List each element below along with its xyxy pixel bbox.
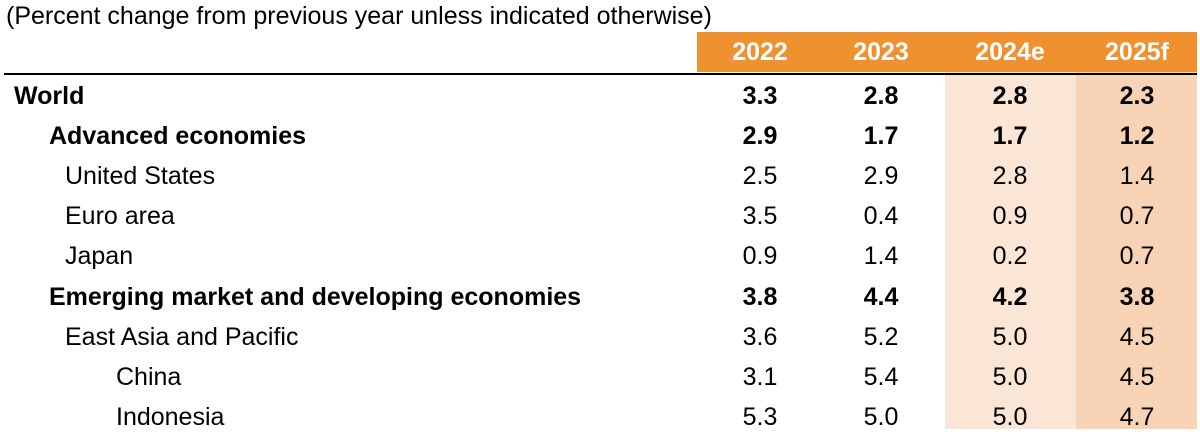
table-row: China 3.1 5.4 5.0 4.5 <box>0 357 1200 397</box>
cell-2022: 3.3 <box>742 82 778 110</box>
header-rule <box>4 73 1197 75</box>
row-label: Japan <box>65 242 134 270</box>
column-header-2024e: 2024e <box>975 38 1045 66</box>
row-label: East Asia and Pacific <box>65 323 299 351</box>
cell-2023: 4.4 <box>863 283 899 311</box>
cell-2022: 3.6 <box>742 323 778 351</box>
cell-2025f: 1.4 <box>1119 162 1155 190</box>
cell-2025f: 0.7 <box>1119 242 1155 270</box>
row-label: Emerging market and developing economies <box>49 283 582 311</box>
cell-2024e: 0.9 <box>992 202 1028 230</box>
table-row: United States 2.5 2.9 2.8 1.4 <box>0 156 1200 196</box>
cell-2022: 2.9 <box>742 122 778 150</box>
cell-2022: 5.3 <box>742 403 778 431</box>
row-label: Euro area <box>65 202 175 230</box>
shaded-column-2025f <box>1076 32 1197 429</box>
cell-2024e: 5.0 <box>992 323 1028 351</box>
cell-2025f: 2.3 <box>1119 82 1155 110</box>
cell-2022: 3.5 <box>742 202 778 230</box>
cell-2025f: 1.2 <box>1119 122 1155 150</box>
table-row: Japan 0.9 1.4 0.2 0.7 <box>0 236 1200 276</box>
cell-2023: 1.7 <box>863 122 899 150</box>
row-label: Indonesia <box>116 403 225 431</box>
table-row: East Asia and Pacific 3.6 5.2 5.0 4.5 <box>0 317 1200 357</box>
cell-2023: 5.4 <box>863 363 899 391</box>
cell-2024e: 5.0 <box>992 363 1028 391</box>
cell-2025f: 4.5 <box>1119 363 1155 391</box>
table-caption: (Percent change from previous year unles… <box>6 2 712 30</box>
cell-2022: 3.1 <box>742 363 778 391</box>
cell-2023: 5.0 <box>863 403 899 431</box>
cell-2024e: 4.2 <box>992 283 1028 311</box>
cell-2022: 2.5 <box>742 162 778 190</box>
column-header-2023: 2023 <box>853 38 909 66</box>
table-row: Euro area 3.5 0.4 0.9 0.7 <box>0 196 1200 236</box>
cell-2023: 1.4 <box>863 242 899 270</box>
shaded-column-2024e <box>945 32 1076 429</box>
table-header-bar <box>697 32 1197 72</box>
cell-2023: 5.2 <box>863 323 899 351</box>
column-header-2022: 2022 <box>732 38 788 66</box>
cell-2024e: 2.8 <box>992 162 1028 190</box>
cell-2022: 3.8 <box>742 283 778 311</box>
cell-2023: 2.8 <box>863 82 899 110</box>
row-label: Advanced economies <box>49 122 307 150</box>
cell-2025f: 0.7 <box>1119 202 1155 230</box>
table-row: World 3.3 2.8 2.8 2.3 <box>0 76 1200 116</box>
table-row: Advanced economies 2.9 1.7 1.7 1.2 <box>0 116 1200 156</box>
cell-2024e: 2.8 <box>992 82 1028 110</box>
row-label: World <box>14 82 85 110</box>
cell-2024e: 5.0 <box>992 403 1028 431</box>
table-row: Emerging market and developing economies… <box>0 277 1200 317</box>
cell-2023: 2.9 <box>863 162 899 190</box>
cell-2022: 0.9 <box>742 242 778 270</box>
cell-2024e: 1.7 <box>992 122 1028 150</box>
cell-2024e: 0.2 <box>992 242 1028 270</box>
cell-2025f: 3.8 <box>1119 283 1155 311</box>
row-label: China <box>116 363 182 391</box>
column-header-2025f: 2025f <box>1105 38 1169 66</box>
cell-2025f: 4.7 <box>1119 403 1155 431</box>
row-label: United States <box>65 162 216 190</box>
cell-2025f: 4.5 <box>1119 323 1155 351</box>
table-row: Indonesia 5.3 5.0 5.0 4.7 <box>0 397 1200 437</box>
cell-2023: 0.4 <box>863 202 899 230</box>
